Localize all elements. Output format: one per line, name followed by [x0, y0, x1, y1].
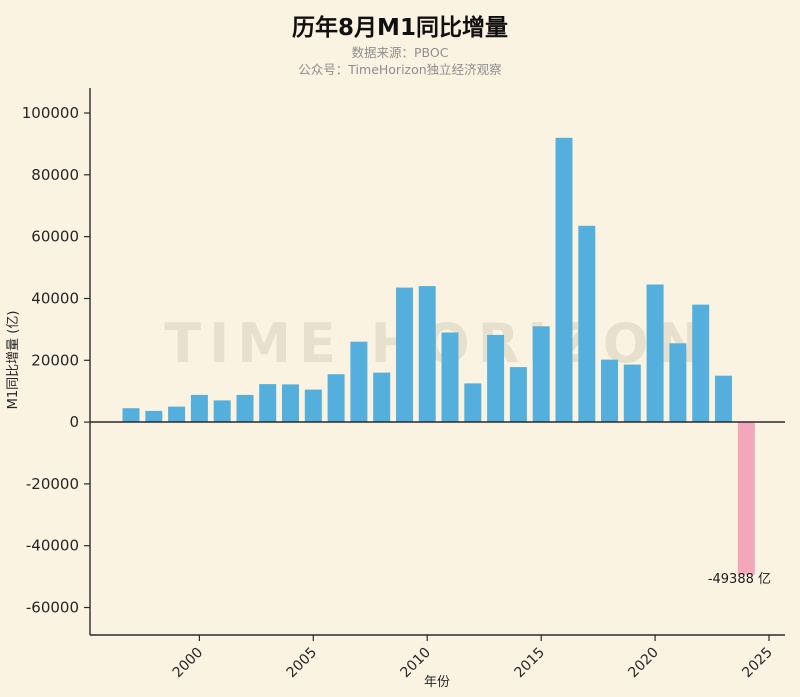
- bar-2002: [236, 394, 254, 423]
- y-tick-label: 60000: [31, 228, 79, 246]
- bar-2024: [737, 422, 755, 575]
- bar-2023: [715, 375, 732, 423]
- y-tick-label: 100000: [22, 104, 79, 122]
- bar-2017: [578, 225, 596, 422]
- bar-2005: [304, 389, 322, 422]
- bar-1997: [122, 408, 140, 423]
- bar-2014: [509, 367, 527, 423]
- data-source-note: 数据来源：PBOC: [351, 45, 449, 60]
- bar-2003: [259, 384, 277, 423]
- bar-2013: [487, 334, 505, 422]
- bar-2016: [555, 137, 573, 423]
- annotation-label: -49388 亿: [708, 572, 771, 587]
- bar-2018: [601, 359, 618, 422]
- bar-2007: [350, 341, 368, 423]
- x-axis-title: 年份: [424, 675, 450, 690]
- bar-2001: [213, 400, 231, 422]
- bar-2012: [464, 383, 482, 422]
- chart-title: 历年8月M1同比增量: [292, 15, 508, 41]
- chart-header: 历年8月M1同比增量 数据来源：PBOC 公众号：TimeHorizon独立经济…: [0, 0, 800, 78]
- y-tick-label: -40000: [26, 537, 79, 555]
- bar-1998: [145, 410, 163, 422]
- bar-1999: [168, 406, 186, 423]
- y-tick-label: 80000: [31, 166, 79, 184]
- bar-2011: [441, 332, 459, 423]
- y-tick-label: -20000: [26, 475, 79, 493]
- y-tick-label: 40000: [31, 290, 79, 308]
- bar-2010: [418, 286, 436, 423]
- bar-2021: [669, 343, 687, 423]
- x-tick-label: 2020: [625, 645, 662, 682]
- x-tick-label: 2015: [512, 645, 549, 682]
- y-tick-label: -60000: [26, 599, 79, 617]
- bar-2008: [373, 372, 391, 422]
- x-tick-label: 2005: [284, 645, 321, 682]
- bar-2009: [396, 287, 413, 422]
- bar-2022: [692, 304, 710, 422]
- bar-2020: [646, 284, 664, 422]
- bar-2006: [327, 374, 345, 423]
- y-axis-title: M1同比增量 (亿): [6, 311, 21, 410]
- bars-layer: [122, 137, 755, 575]
- bar-2019: [623, 364, 641, 423]
- x-tick-label: 2000: [170, 645, 207, 682]
- x-tick-label: 2025: [739, 645, 776, 682]
- bar-2000: [190, 394, 208, 423]
- y-tick-label: 20000: [31, 351, 79, 369]
- bar-2004: [282, 384, 299, 423]
- account-note: 公众号：TimeHorizon独立经济观察: [298, 62, 502, 77]
- y-tick-label: 0: [69, 413, 79, 431]
- bar-2015: [532, 326, 550, 423]
